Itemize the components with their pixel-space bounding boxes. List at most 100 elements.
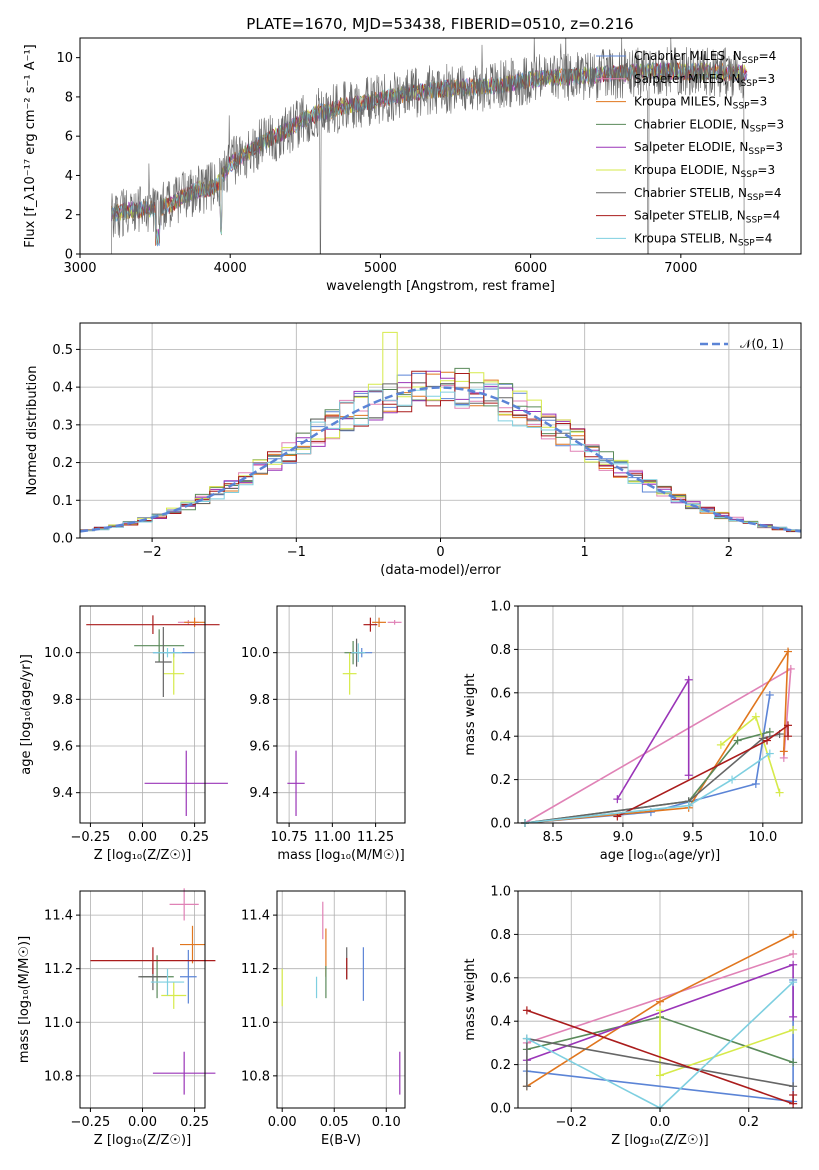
- mass-weight-marker: [784, 647, 793, 656]
- mass-weight-marker: [784, 732, 793, 741]
- error-bar-point: [372, 617, 386, 627]
- mass-weight-marker: [765, 690, 774, 699]
- x-tick-label: 2: [725, 545, 733, 560]
- mass-weight-marker: [522, 1006, 531, 1015]
- legend-label: Salpeter MILES, N: [634, 72, 741, 86]
- error-bar-point: [86, 615, 220, 634]
- axes-frame: [517, 605, 803, 824]
- y-tick-label: 0.6: [490, 686, 511, 701]
- mass-weight-line: [524, 733, 780, 824]
- x-tick-label: 1: [581, 545, 589, 560]
- y-tick-label: 0.5: [52, 343, 73, 358]
- spectrum-lines: [111, 38, 748, 254]
- spectrum-model-line: [111, 62, 748, 246]
- legend-suffix: =3: [757, 163, 775, 177]
- mass-weight-marker: [789, 960, 798, 969]
- legend-entry: Salpeter STELIB, NSSP=4: [634, 209, 780, 226]
- mass-weight-marker: [786, 664, 795, 673]
- x-axis-label: E(B-V): [321, 1133, 361, 1148]
- y-tick-label: 0.4: [52, 381, 73, 396]
- y-axis-label: mass weight: [463, 673, 478, 755]
- x-axis-label: wavelength [Angstrom, rest frame]: [326, 279, 555, 294]
- y-axis-label: mass weight: [463, 958, 478, 1040]
- y-axis-label: mass [log₁₀(M/M☉)]: [17, 936, 32, 1063]
- x-tick-label: 8.5: [543, 830, 564, 845]
- x-axis-label: age [log₁₀(age/yr)]: [600, 848, 721, 863]
- mass-weight-marker: [656, 997, 664, 1006]
- y-tick-label: 10: [56, 51, 73, 66]
- y-tick-label: 9.8: [52, 693, 73, 708]
- error-bar-point: [90, 947, 216, 975]
- legend-entry: Salpeter ELODIE, NSSP=3: [634, 140, 783, 157]
- y-tick-label: 0.6: [490, 971, 511, 986]
- legend-sub: SSP: [742, 56, 759, 66]
- x-axis-label: Z [log₁₀(Z/Z☉)]: [94, 848, 191, 863]
- panel-spectrum: 3000 4000 5000 6000 7000 0 2 4 6 8 10 wavelength [A…: [23, 37, 802, 294]
- y-axis-label: age [log₁₀(age/yr)]: [19, 654, 34, 775]
- mass-weight-marker: [656, 1006, 664, 1015]
- mass-weight-marker: [751, 779, 760, 788]
- legend-label: Kroupa ELODIE, N: [634, 163, 741, 177]
- x-axis-label: mass [log₁₀(M/M☉)]: [277, 848, 404, 863]
- mass-weight-marker: [789, 930, 798, 939]
- x-tick-label: 9.5: [683, 830, 704, 845]
- legend-entry: 𝒩(0, 1): [740, 337, 784, 351]
- error-bar-point: [150, 968, 185, 996]
- mass-weight-marker: [758, 734, 767, 743]
- spectrum-model-line: [111, 62, 748, 247]
- y-tick-label: 0.2: [490, 1058, 511, 1073]
- x-axis-label: Z [log₁₀(Z/Z☉)]: [611, 1133, 708, 1148]
- legend-suffix: =4: [755, 231, 773, 245]
- error-bar-point: [351, 643, 366, 662]
- y-tick-label: 0.1: [52, 494, 73, 509]
- y-tick-label: 0.3: [52, 418, 73, 433]
- y-tick-label: 0.2: [490, 773, 511, 788]
- x-tick-label: 10.0: [748, 830, 777, 845]
- x-tick-label: 11.00: [314, 830, 351, 845]
- y-tick-label: 0: [65, 248, 73, 263]
- legend-suffix: =3: [766, 117, 784, 131]
- legend-suffix: =3: [750, 95, 768, 109]
- legend-sub: SSP: [750, 124, 767, 134]
- x-tick-label: 0: [436, 545, 444, 560]
- x-tick-label: 4000: [214, 261, 247, 276]
- mass-weight-marker: [789, 1058, 798, 1067]
- y-tick-label: 9.4: [249, 786, 270, 801]
- x-tick-label: −0.2: [555, 1115, 587, 1130]
- error-bar-point: [169, 888, 199, 921]
- error-bar-point: [144, 750, 228, 816]
- error-bar-point: [152, 1051, 216, 1095]
- y-tick-label: 11.0: [241, 1016, 270, 1031]
- legend-entry: Salpeter MILES, NSSP=3: [634, 72, 775, 89]
- y-tick-label: 0.0: [490, 1102, 511, 1117]
- error-bar-point: [155, 627, 172, 697]
- error-bar-point: [184, 617, 205, 627]
- mass-weight-marker: [765, 727, 774, 736]
- legend-entry: Kroupa ELODIE, NSSP=3: [634, 163, 775, 180]
- mass-weight-marker: [613, 795, 622, 804]
- legend-label: Chabrier ELODIE, N: [634, 117, 750, 131]
- x-axis-label: Z [log₁₀(Z/Z☉)]: [94, 1133, 191, 1148]
- x-tick-label: 0.00: [128, 1115, 157, 1130]
- y-tick-label: 11.4: [44, 909, 73, 924]
- x-tick-label: 0.10: [372, 1115, 401, 1130]
- y-tick-label: 9.8: [249, 693, 270, 708]
- y-tick-label: 0.0: [52, 532, 73, 547]
- mass-weight-line: [524, 667, 792, 824]
- legend-sub: SSP: [746, 216, 763, 226]
- y-tick-label: 4: [65, 169, 73, 184]
- legend-sub: SSP: [741, 79, 758, 89]
- x-tick-label: −0.25: [70, 1115, 110, 1130]
- mass-weight-marker: [733, 736, 742, 745]
- axes-frame: [79, 37, 802, 255]
- mass-weight-line: [616, 723, 789, 818]
- x-tick-label: 0.25: [180, 830, 209, 845]
- error-bar-point: [180, 949, 197, 1004]
- mass-weight-marker: [751, 712, 760, 721]
- histogram-step: [79, 370, 802, 538]
- mass-weight-marker: [684, 801, 693, 810]
- x-tick-label: 0.0: [650, 1115, 671, 1130]
- y-tick-label: 6: [65, 130, 73, 145]
- panel-mass-weight-vs-age: 8.5 9.0 9.5 10.0 0.0 0.2 0.4 0.6 0.8 1.0 age [log₁…: [463, 600, 803, 863]
